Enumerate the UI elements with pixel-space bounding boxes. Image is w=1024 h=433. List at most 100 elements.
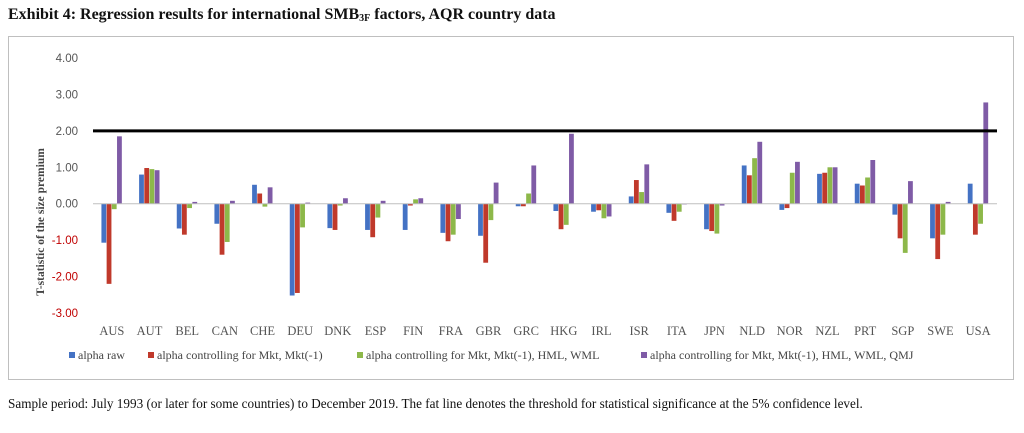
bar-prt-series-2 [859,185,865,204]
bar-prt-series-1 [854,183,860,204]
bar-jpn-series-3 [714,203,720,234]
bar-fin-series-2 [407,203,413,206]
y-ticks-group: 4.00 3.00 2.00 1.00 0.00 -1.00 -2.00 -3.00 [52,53,78,320]
bar-jpn-series-4 [719,203,725,206]
bar-isr-series-3 [639,192,644,204]
x-tick-label-can: CAN [212,324,238,338]
bar-isr-series-4 [644,164,650,204]
bar-nld-series-4 [757,141,763,204]
x-tick-label-nzl: NZL [815,324,839,338]
bar-usa-series-1 [967,183,973,204]
bar-irl-series-2 [596,203,602,211]
bar-hkg-series-1 [553,203,559,211]
bar-aus-series-4 [117,136,122,204]
x-tick-label-aus: AUS [99,324,124,338]
x-tick-label-isr: ISR [629,324,649,338]
bar-esp-series-3 [375,203,381,218]
y-tick-label: 1.00 [56,162,78,174]
bar-bel-series-1 [176,203,182,229]
bar-swe-series-4 [945,201,951,204]
y-tick-label: 2.00 [56,126,78,138]
bar-nor-series-1 [779,203,785,210]
x-tick-label-prt: PRT [854,324,877,338]
footnote: Sample period: July 1993 (or later for s… [8,396,863,411]
bar-deu-series-3 [300,203,305,228]
x-tick-label-gbr: GBR [476,324,502,338]
bar-usa-series-3 [978,203,983,224]
bar-aus-series-3 [111,203,117,210]
exhibit-title: Exhibit 4: Regression results for intern… [8,6,556,24]
x-tick-label-aut: AUT [137,324,163,338]
bar-nld-series-2 [746,175,752,204]
bar-esp-series-1 [365,203,370,230]
y-tick-label: -3.00 [52,308,78,320]
bar-aut-series-4 [154,170,160,204]
x-tick-label-fra: FRA [439,324,463,338]
bar-usa-series-4 [983,102,989,204]
legend-swatch-3 [357,352,363,358]
bar-nor-series-4 [795,161,800,204]
x-tick-label-nor: NOR [777,324,804,338]
bar-aut-series-2 [144,168,150,204]
bar-prt-series-4 [870,160,876,204]
bar-gbr-series-3 [488,203,494,221]
bar-jpn-series-1 [704,203,709,230]
bar-jpn-series-2 [709,203,715,232]
bar-fin-series-3 [413,199,418,204]
bar-nzl-series-3 [827,167,833,204]
bar-hkg-series-2 [558,203,564,230]
bar-irl-series-3 [601,203,607,219]
y-tick-label: -2.00 [52,272,78,284]
bar-deu-series-1 [289,203,295,296]
title-subscript: 3F [359,13,371,24]
bar-fra-series-2 [445,203,451,242]
bar-ita-series-1 [666,203,672,213]
bar-fra-series-3 [450,203,456,235]
bar-fin-series-4 [418,198,424,204]
bar-swe-series-1 [930,203,935,239]
bar-can-series-1 [214,203,220,224]
x-tick-label-dnk: DNK [324,324,351,338]
bar-gbr-series-2 [483,203,489,263]
y-tick-label: 0.00 [56,199,78,211]
x-tick-label-grc: GRC [513,324,539,338]
x-tick-label-deu: DEU [287,324,313,338]
legend-label-4: alpha controlling for Mkt, Mkt(-1), HML,… [650,348,914,362]
x-tick-label-irl: IRL [591,324,611,338]
title-suffix: factors, AQR country data [370,6,556,23]
bar-deu-series-4 [305,202,311,204]
bar-aus-series-1 [101,203,107,243]
bar-hkg-series-4 [569,133,574,204]
bar-fra-series-4 [456,203,461,220]
bar-nor-series-3 [789,172,795,204]
y-tick-label: 3.00 [56,89,78,101]
bar-swe-series-2 [935,203,941,260]
bar-fin-series-1 [402,203,408,230]
bar-chart: 4.003.002.001.000.00-1.00-2.00-3.00 AUS A… [35,53,997,362]
legend-group: alpha raw alpha controlling for Mkt, Mkt(… [69,348,914,362]
legend-swatch-2 [148,352,154,358]
chart-frame: 4.00 3.00 2.00 1.00 0.00 -1.00 -2.00 -3.00 AUS A… [8,36,1014,380]
bar-nzl-series-2 [822,172,828,204]
x-ticks-group: AUS AUT BEL CAN CHE DEU DNK ESP FIN FRA GBR GRC HKG I… [99,324,990,338]
bar-swe-series-3 [940,203,946,235]
bar-can-series-4 [230,200,235,204]
bar-nzl-series-4 [832,167,838,204]
bar-grc-series-3 [526,193,531,204]
bar-grc-series-4 [531,165,537,204]
bar-usa-series-2 [972,203,978,235]
x-tick-label-nld: NLD [739,324,765,338]
bar-bel-series-3 [187,203,192,209]
y-axis-label: T-statistic of the size premium [35,148,47,296]
legend-swatch-1 [69,352,75,358]
bar-gbr-series-1 [478,203,483,236]
bar-esp-series-2 [370,203,376,238]
legend-label-2: alpha controlling for Mkt, Mkt(-1) [157,348,323,362]
bar-ita-series-2 [671,203,677,221]
bar-sgp-series-2 [897,203,903,239]
legend-swatch-4 [641,352,647,358]
x-tick-label-swe: SWE [927,324,954,338]
bar-aus-series-2 [106,203,112,284]
bar-sgp-series-3 [902,203,908,253]
bar-nzl-series-1 [817,173,822,204]
